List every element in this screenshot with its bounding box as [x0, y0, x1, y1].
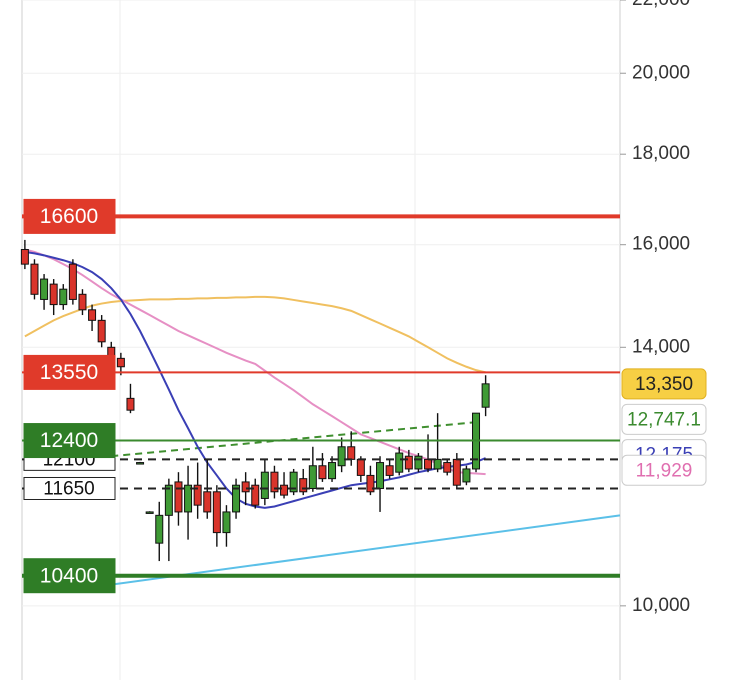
y-tick-label: 14,000	[632, 336, 690, 357]
candle-body	[299, 478, 308, 493]
candle-body	[193, 484, 202, 506]
candle-body	[203, 491, 212, 513]
candle-body	[260, 471, 269, 499]
candle-body	[481, 383, 490, 408]
level-box	[23, 423, 116, 459]
y-tick-label: 10,000	[632, 595, 690, 616]
candle-body	[308, 465, 317, 489]
candle-body	[270, 471, 279, 493]
candle-body	[395, 452, 404, 473]
price-tag-label: 12,747.1	[627, 409, 701, 430]
candle-body	[164, 484, 173, 516]
level-label: 11650	[43, 479, 94, 500]
trendline	[111, 514, 621, 586]
candle-body	[347, 446, 356, 460]
price-tag	[621, 403, 707, 435]
candle-body	[376, 462, 385, 489]
candle-body	[414, 455, 423, 470]
candle-body	[126, 397, 135, 411]
candle-body	[232, 484, 241, 513]
candle-body	[251, 484, 260, 506]
candle-body	[222, 511, 231, 534]
trendline	[111, 421, 477, 458]
candle-body	[424, 458, 433, 470]
candle-body	[88, 309, 97, 321]
candle-body	[385, 465, 394, 476]
candle-body	[337, 446, 346, 467]
candle-body	[174, 481, 183, 513]
y-tick-label: 20,000	[632, 62, 690, 83]
candle-body	[78, 293, 87, 311]
candle-body	[318, 465, 327, 480]
level-box	[23, 476, 116, 500]
candle-body	[30, 263, 39, 295]
moving-average	[24, 295, 486, 374]
candle-body	[404, 455, 413, 470]
y-tick-label: 16,000	[632, 234, 690, 255]
candle-body	[356, 458, 365, 476]
price-tag	[621, 368, 707, 400]
candle-body	[20, 249, 29, 265]
candle-body	[49, 283, 58, 306]
candle-body	[443, 462, 452, 473]
candle-body	[241, 481, 250, 493]
candle-body	[145, 511, 154, 514]
candle-body	[328, 462, 337, 480]
candle-body	[462, 468, 471, 483]
level-label: 10400	[40, 564, 98, 587]
candle-body	[452, 458, 461, 486]
price-tag-label: 13,350	[635, 374, 693, 395]
candle-body	[40, 278, 49, 300]
price-tag-label: 11,929	[636, 460, 693, 481]
price-tag	[621, 454, 707, 486]
candle-body	[280, 484, 289, 496]
candle-body	[184, 484, 193, 513]
level-box	[23, 354, 116, 390]
y-tick-label: 18,000	[632, 143, 690, 164]
candle-body	[116, 357, 125, 368]
level-box	[23, 558, 116, 594]
candle-body	[289, 471, 298, 493]
candle-body	[68, 263, 77, 300]
candle-body	[366, 474, 375, 493]
candle-body	[212, 491, 221, 534]
candle-body	[155, 514, 164, 544]
candle-body	[97, 319, 106, 343]
candle-body	[59, 288, 68, 306]
candle-body	[433, 458, 442, 470]
y-tick-label: 22,000	[632, 0, 690, 10]
level-box	[23, 198, 116, 234]
level-label: 12400	[40, 429, 98, 452]
candle-body	[136, 462, 145, 465]
level-label: 13550	[40, 361, 98, 384]
level-label: 16600	[40, 205, 98, 228]
